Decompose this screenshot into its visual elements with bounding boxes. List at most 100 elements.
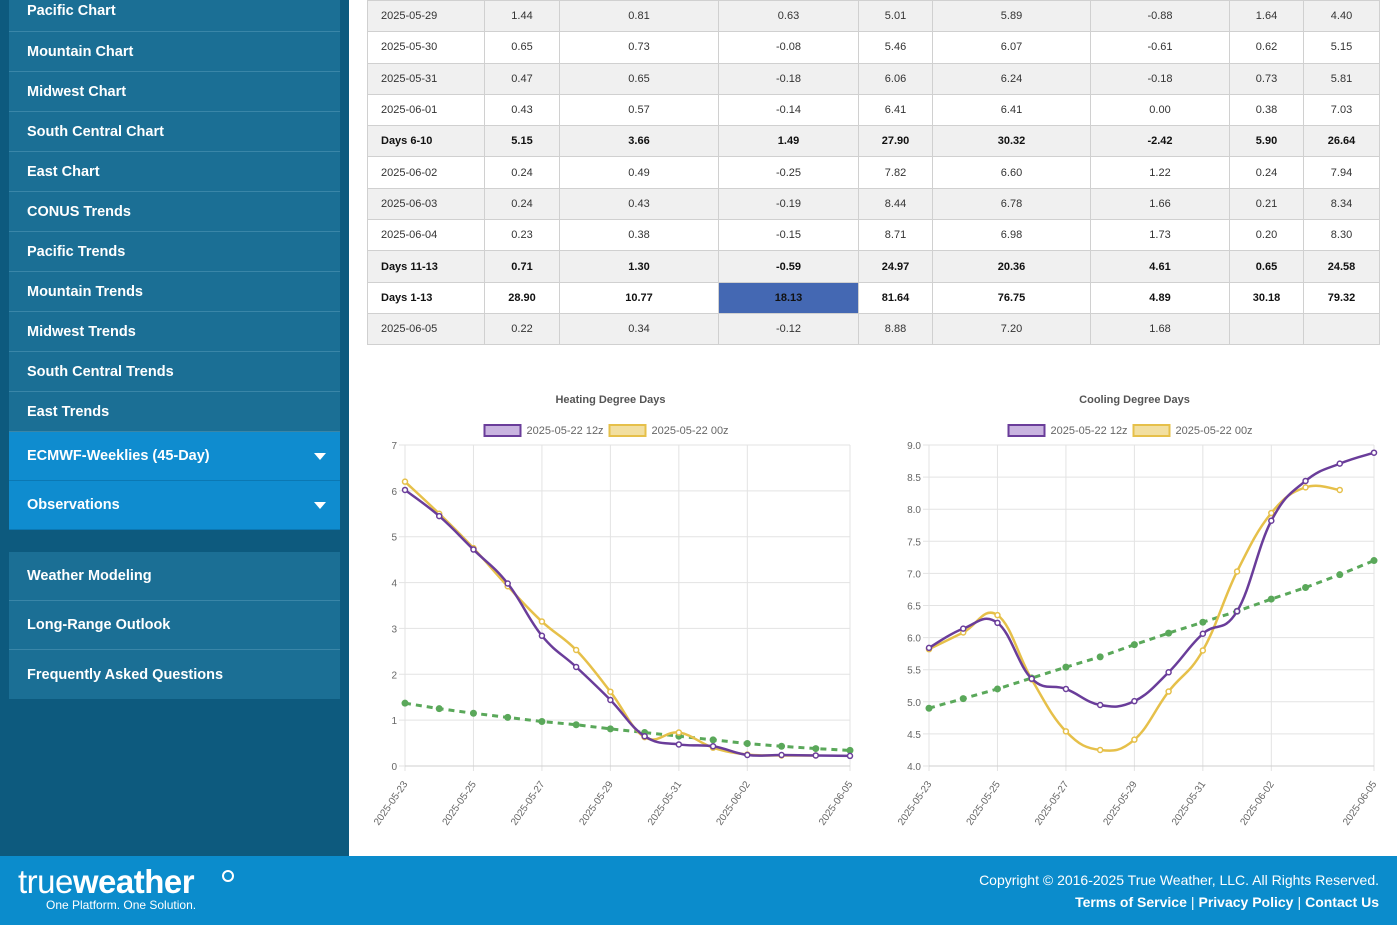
- sidebar-item-conus-trends[interactable]: CONUS Trends: [9, 192, 340, 232]
- sidebar-item-south-central-trends[interactable]: South Central Trends: [9, 352, 340, 392]
- sidebar-expander-ecmwf-weeklies[interactable]: ECMWF-Weeklies (45-Day): [9, 432, 340, 481]
- data-point[interactable]: [925, 644, 933, 652]
- contact-us-link[interactable]: Contact Us: [1305, 894, 1379, 910]
- data-point[interactable]: [1336, 571, 1344, 579]
- value-cell: 0.23: [484, 219, 560, 252]
- data-point[interactable]: [607, 696, 614, 704]
- data-point[interactable]: [925, 704, 933, 712]
- data-point[interactable]: [778, 751, 785, 759]
- data-point[interactable]: [993, 685, 1001, 693]
- sidebar-item-east-chart[interactable]: East Chart: [9, 152, 340, 192]
- sidebar-item-pacific-chart[interactable]: Pacific Chart: [9, 0, 340, 32]
- data-point[interactable]: [709, 743, 717, 750]
- data-point[interactable]: [607, 688, 614, 695]
- data-point[interactable]: [1199, 647, 1207, 654]
- data-point[interactable]: [994, 619, 1001, 627]
- data-point[interactable]: [572, 663, 580, 671]
- data-point[interactable]: [1370, 449, 1378, 456]
- data-point[interactable]: [812, 752, 820, 759]
- data-point[interactable]: [1131, 736, 1138, 743]
- data-point[interactable]: [1062, 728, 1070, 735]
- data-point[interactable]: [1268, 517, 1275, 525]
- data-point[interactable]: [1131, 697, 1138, 705]
- sidebar-item-mountain-trends[interactable]: Mountain Trends: [9, 272, 340, 312]
- data-point[interactable]: [401, 699, 409, 707]
- data-point[interactable]: [959, 625, 967, 632]
- data-point[interactable]: [401, 478, 409, 485]
- data-point[interactable]: [846, 752, 854, 760]
- value-cell: 1.49: [718, 125, 859, 158]
- data-point[interactable]: [846, 746, 854, 754]
- data-point[interactable]: [1096, 701, 1104, 709]
- data-point[interactable]: [1336, 486, 1344, 494]
- data-point[interactable]: [1096, 746, 1104, 754]
- sidebar-item-east-trends[interactable]: East Trends: [9, 392, 340, 432]
- data-point[interactable]: [1165, 669, 1172, 676]
- data-point[interactable]: [1062, 663, 1070, 671]
- sidebar-item-long-range-outlook[interactable]: Long-Range Outlook: [9, 601, 340, 650]
- data-point[interactable]: [572, 721, 580, 729]
- data-point[interactable]: [778, 742, 786, 750]
- sidebar-item-midwest-chart[interactable]: Midwest Chart: [9, 72, 340, 112]
- sidebar-nav: Pacific Chart Mountain Chart Midwest Cha…: [9, 0, 340, 530]
- data-point[interactable]: [1165, 629, 1173, 637]
- privacy-policy-link[interactable]: Privacy Policy: [1198, 894, 1294, 910]
- data-point[interactable]: [538, 618, 546, 625]
- sidebar-item-faq[interactable]: Frequently Asked Questions: [27, 666, 224, 683]
- sidebar-expander-label: Observations: [27, 497, 120, 513]
- data-point[interactable]: [744, 751, 751, 759]
- data-point[interactable]: [1267, 595, 1275, 603]
- data-point[interactable]: [994, 611, 1001, 619]
- data-point[interactable]: [1370, 557, 1378, 565]
- sidebar-item-midwest-trends[interactable]: Midwest Trends: [9, 312, 340, 352]
- data-point[interactable]: [504, 713, 512, 721]
- data-point[interactable]: [1028, 675, 1035, 682]
- data-point[interactable]: [1336, 460, 1344, 467]
- data-point[interactable]: [1268, 509, 1275, 517]
- row-label-cell: 2025-06-05: [367, 312, 485, 346]
- data-point[interactable]: [675, 741, 683, 748]
- data-point[interactable]: [1302, 584, 1310, 592]
- data-point[interactable]: [469, 709, 477, 717]
- data-point[interactable]: [743, 740, 751, 748]
- data-point[interactable]: [675, 729, 683, 736]
- row-label-cell: 2025-05-29: [367, 0, 485, 33]
- data-point[interactable]: [401, 486, 409, 494]
- data-point[interactable]: [1233, 608, 1241, 615]
- data-point[interactable]: [538, 632, 546, 640]
- data-point[interactable]: [1096, 653, 1104, 661]
- data-point[interactable]: [572, 646, 580, 654]
- data-point[interactable]: [1302, 484, 1309, 491]
- row-label-cell: 2025-06-02: [367, 156, 485, 189]
- value-cell: 0.20: [1229, 219, 1304, 252]
- data-point[interactable]: [504, 580, 511, 587]
- trueweather-logo[interactable]: trueweather One Platform. One Solution.: [18, 864, 234, 912]
- data-point[interactable]: [1302, 477, 1309, 485]
- data-point[interactable]: [1199, 618, 1207, 626]
- cdd-chart-svg: Cooling Degree Days 2025-05-22 12z 2025-05…: [896, 394, 1380, 828]
- sidebar-item-mountain-chart[interactable]: Mountain Chart: [9, 32, 340, 72]
- data-point[interactable]: [641, 732, 648, 740]
- data-point[interactable]: [1233, 568, 1241, 575]
- value-cell: 0.43: [484, 93, 560, 127]
- data-point[interactable]: [812, 745, 820, 753]
- data-point[interactable]: [606, 725, 614, 733]
- data-point[interactable]: [470, 546, 477, 553]
- terms-of-service-link[interactable]: Terms of Service: [1075, 894, 1187, 910]
- data-point[interactable]: [538, 718, 546, 726]
- data-point[interactable]: [1062, 685, 1070, 693]
- sidebar-expander-observations[interactable]: Observations: [9, 481, 340, 530]
- sidebar-item-pacific-trends[interactable]: Pacific Trends: [9, 232, 340, 272]
- data-point[interactable]: [959, 695, 967, 703]
- data-point[interactable]: [1165, 688, 1172, 695]
- data-point[interactable]: [1130, 641, 1138, 649]
- data-point[interactable]: [435, 705, 443, 713]
- sidebar-item-weather-modeling[interactable]: Weather Modeling: [9, 552, 340, 601]
- value-cell: 24.58: [1303, 250, 1380, 283]
- data-point[interactable]: [709, 736, 717, 744]
- sidebar-item-south-central-chart[interactable]: South Central Chart: [9, 112, 340, 152]
- data-point[interactable]: [1199, 630, 1207, 637]
- value-cell: 0.38: [1229, 93, 1304, 127]
- value-cell: -0.18: [718, 62, 859, 95]
- data-point[interactable]: [435, 512, 443, 520]
